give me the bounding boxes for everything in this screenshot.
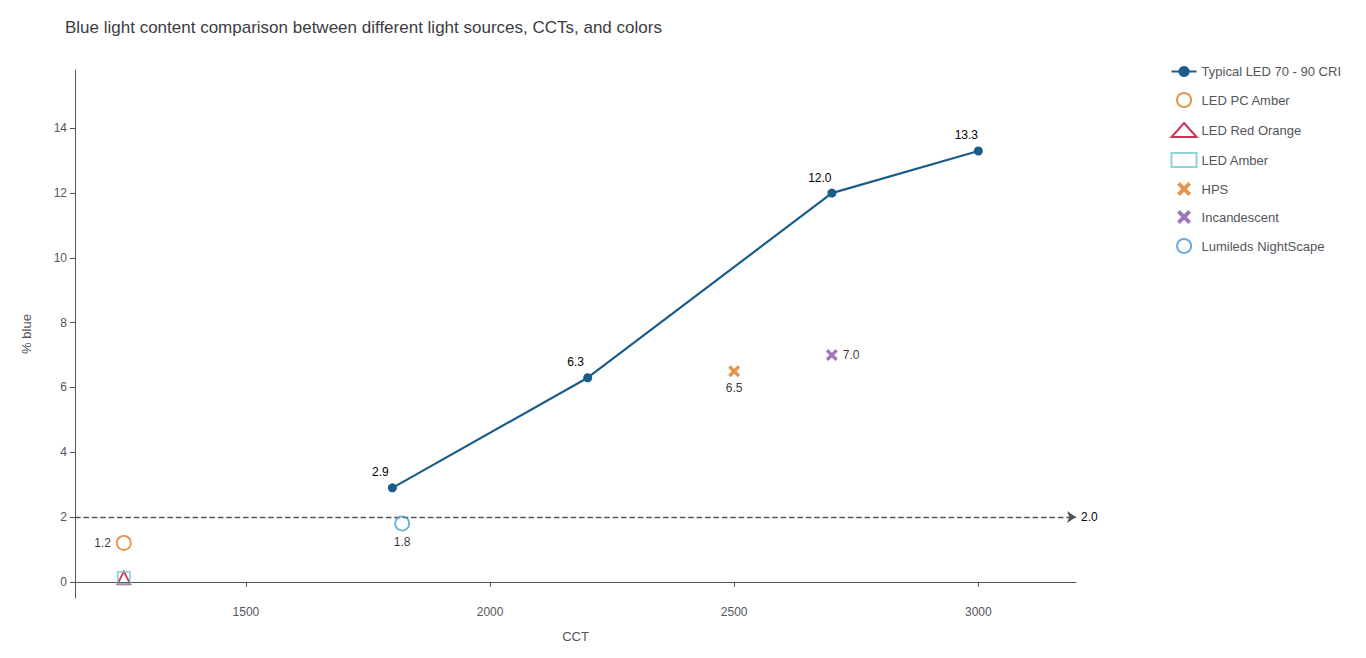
svg-text:LED Amber: LED Amber xyxy=(1202,153,1269,168)
svg-text:2500: 2500 xyxy=(721,605,748,619)
svg-text:2.0: 2.0 xyxy=(1081,510,1098,524)
svg-text:% blue: % blue xyxy=(19,314,34,354)
svg-text:0: 0 xyxy=(60,575,67,589)
svg-text:12.0: 12.0 xyxy=(808,171,832,185)
svg-text:7.0: 7.0 xyxy=(843,348,860,362)
svg-text:HPS: HPS xyxy=(1202,182,1229,197)
svg-text:Typical LED 70 - 90 CRI: Typical LED 70 - 90 CRI xyxy=(1202,64,1341,79)
svg-text:1.2: 1.2 xyxy=(94,536,111,550)
svg-text:2000: 2000 xyxy=(477,605,504,619)
svg-text:13.3: 13.3 xyxy=(955,128,979,142)
svg-text:1500: 1500 xyxy=(233,605,260,619)
svg-text:Lumileds NightScape: Lumileds NightScape xyxy=(1202,239,1325,254)
svg-text:LED Red Orange: LED Red Orange xyxy=(1202,123,1302,138)
svg-text:LED PC Amber: LED PC Amber xyxy=(1202,93,1291,108)
svg-text:2.9: 2.9 xyxy=(372,465,389,479)
svg-text:2: 2 xyxy=(60,510,67,524)
svg-text:1.8: 1.8 xyxy=(394,535,411,549)
svg-text:6: 6 xyxy=(60,380,67,394)
svg-text:6.5: 6.5 xyxy=(726,381,743,395)
svg-text:CCT: CCT xyxy=(562,629,589,644)
svg-text:8: 8 xyxy=(60,316,67,330)
svg-text:4: 4 xyxy=(60,445,67,459)
svg-text:6.3: 6.3 xyxy=(567,355,584,369)
svg-text:Incandescent: Incandescent xyxy=(1202,210,1280,225)
svg-text:3000: 3000 xyxy=(965,605,992,619)
svg-text:12: 12 xyxy=(54,186,68,200)
svg-text:10: 10 xyxy=(54,251,68,265)
svg-text:Blue light content comparison: Blue light content comparison between di… xyxy=(65,18,662,37)
svg-text:14: 14 xyxy=(54,121,68,135)
